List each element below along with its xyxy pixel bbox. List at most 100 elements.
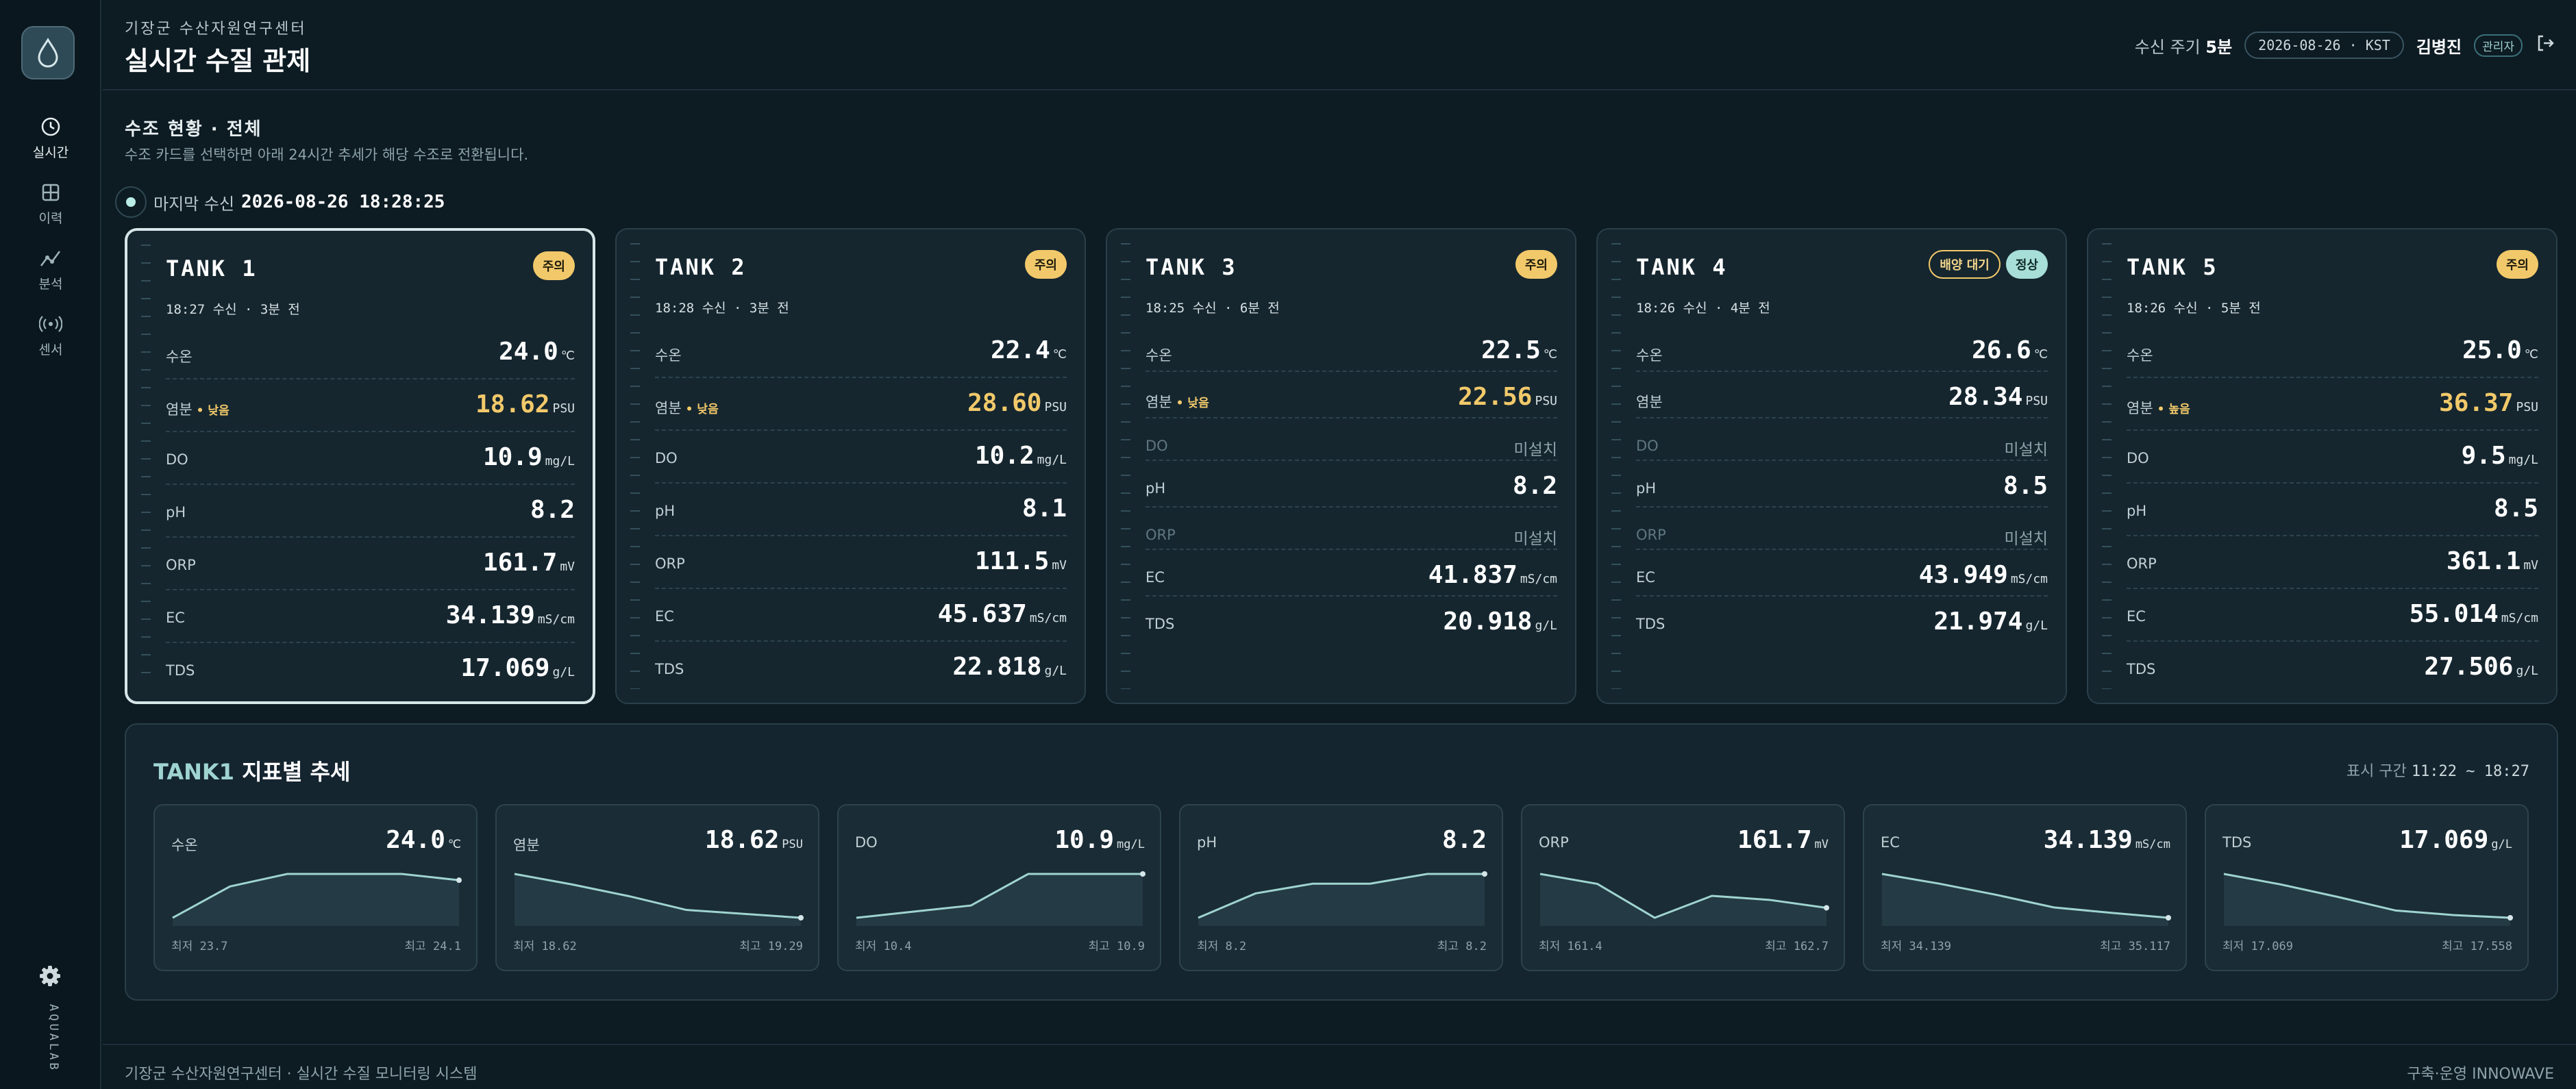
metric-value: 22.56 PSU	[1458, 383, 1557, 411]
sparkline-line	[172, 873, 460, 919]
metric-label-text: DO	[1636, 438, 1659, 454]
trend-min: 최저 18.62	[513, 940, 577, 953]
metric-value: 8.2	[530, 496, 575, 524]
trend-number: 17.069	[2399, 826, 2489, 854]
trend-card[interactable]: 수온 24.0 ℃ 최저 23.7 최고 24.1	[153, 804, 478, 971]
metric-unit: mS/cm	[1029, 611, 1067, 625]
sparkline-area	[1540, 874, 1826, 926]
logo[interactable]	[21, 26, 75, 79]
sparkline-area	[2224, 874, 2510, 926]
tank-card[interactable]: TANK 5 주의 18:26 수신 · 5분 전 수온 25.0 ℃ 염분 • 높음 36.3…	[2087, 228, 2558, 704]
metric-flag: • 낮음	[1176, 397, 1209, 410]
trend-card[interactable]: EC 34.139 mS/cm 최저 34.139 최고 35.117	[1863, 804, 2187, 971]
metric-label-text: 염분	[2127, 400, 2153, 416]
status-badges: 주의	[2496, 250, 2538, 279]
sidebar: 실시간 이력 분석 센서 AQUALAB	[0, 0, 101, 1089]
sidebar-item-label: 이력	[38, 211, 63, 226]
trend-panel: TANK1 지표별 추세 표시 구간 11:22 ~ 18:27 수온 24.0 ℃…	[125, 723, 2558, 1001]
metric-label-text: ORP	[1636, 527, 1666, 543]
metric-label: 염분 • 낮음	[1145, 391, 1209, 412]
status-badge: 주의	[2496, 250, 2538, 279]
metric-row: pH 8.5	[2127, 484, 2538, 536]
metric-value: 22.4 ℃	[991, 336, 1067, 364]
metric-label-text: EC	[2127, 608, 2146, 625]
metric-value: 55.014 mS/cm	[2410, 600, 2538, 628]
metric-flag: • 높음	[2157, 403, 2190, 416]
metric-number: 36.37	[2439, 389, 2514, 417]
trend-label: pH	[1197, 834, 1217, 851]
metric-label-text: 염분	[655, 400, 682, 416]
metric-na: 미설치	[2004, 441, 2048, 459]
sidebar-item-sensor[interactable]: 센서	[0, 314, 101, 358]
metric-value: 21.974 g/L	[1933, 608, 2048, 636]
metric-value: 24.0 ℃	[499, 338, 575, 366]
tank-card[interactable]: TANK 4 배양 대기 정상 18:26 수신 · 4분 전 수온 26.6 ℃ 염분 28.…	[1596, 228, 2067, 704]
metric-value: 361.1 mV	[2447, 547, 2538, 575]
metric-na: 미설치	[2004, 530, 2048, 548]
trend-card[interactable]: ORP 161.7 mV 최저 161.4 최고 162.7	[1521, 804, 1845, 971]
metric-label: 수온	[1145, 345, 1172, 365]
metric-unit: ℃	[2033, 347, 2048, 362]
metric-unit: g/L	[1535, 618, 1557, 633]
trend-unit: g/L	[2491, 838, 2512, 851]
sidebar-item-realtime[interactable]: 실시간	[0, 116, 101, 161]
sparkline-line	[856, 873, 1143, 919]
logout-button[interactable]	[2535, 33, 2555, 58]
trend-min: 최저 17.069	[2222, 940, 2293, 953]
metric-label: TDS	[1145, 616, 1174, 632]
sparkline	[2223, 873, 2513, 926]
trend-card[interactable]: pH 8.2 최저 8.2 최고 8.2	[1179, 804, 1503, 971]
sidebar-item-analysis[interactable]: 분석	[0, 248, 101, 292]
metric-label: TDS	[2127, 661, 2155, 677]
trend-label: ORP	[1539, 834, 1569, 851]
status-badge: 주의	[1515, 250, 1557, 279]
metric-unit: ℃	[560, 349, 575, 363]
trend-max: 최고 19.29	[739, 940, 803, 953]
tank-card[interactable]: TANK 2 주의 18:28 수신 · 3분 전 수온 22.4 ℃ 염분 • 낮음 28.6…	[615, 228, 1086, 704]
metric-value: 8.1	[1022, 495, 1067, 523]
sparkline	[856, 871, 1145, 926]
metric-number: 22.818	[952, 653, 1042, 681]
metric-value: 28.60 PSU	[967, 389, 1067, 417]
metric-value: 22.5 ℃	[1481, 336, 1557, 364]
sidebar-item-history[interactable]: 이력	[0, 182, 101, 227]
metric-unit: mS/cm	[2501, 611, 2538, 625]
metric-label-text: ORP	[2127, 555, 2157, 572]
trend-card[interactable]: 염분 18.62 PSU 최저 18.62 최고 19.29	[495, 804, 819, 971]
tank-card[interactable]: TANK 3 주의 18:25 수신 · 6분 전 수온 22.5 ℃ 염분 • 낮음 22.5…	[1106, 228, 1576, 704]
metric-row: EC 55.014 mS/cm	[2127, 589, 2538, 642]
trend-label: 수온	[171, 837, 198, 853]
metric-label-text: TDS	[1636, 616, 1665, 632]
settings-button[interactable]	[38, 964, 62, 990]
metric-value: 18.62 PSU	[475, 390, 575, 418]
trend-min: 최저 23.7	[171, 940, 228, 953]
metric-label-text: 수온	[2127, 347, 2153, 364]
metric-label: 수온	[655, 345, 682, 365]
metric-label: pH	[2127, 503, 2146, 519]
metric-number: 41.837	[1428, 561, 1518, 589]
trend-number: 24.0	[386, 826, 445, 854]
metric-row: ORP 361.1 mV	[2127, 536, 2538, 589]
tank-card[interactable]: TANK 1 주의 18:27 수신 · 3분 전 수온 24.0 ℃ 염분 • 낮음 18.6…	[125, 228, 595, 704]
sparkline-endpoint	[2166, 915, 2171, 921]
trend-title: TANK1 지표별 추세	[153, 755, 350, 786]
status-badges: 배양 대기 정상	[1929, 250, 2048, 279]
metric-value: 20.918 g/L	[1443, 608, 1557, 636]
metric-number: 43.949	[1918, 561, 2008, 589]
sparkline-area	[173, 874, 459, 926]
trend-number: 34.139	[2043, 826, 2133, 854]
metric-unit: ℃	[2524, 347, 2538, 362]
metric-label-text: DO	[166, 451, 188, 468]
trend-card[interactable]: TDS 17.069 g/L 최저 17.069 최고 17.558	[2205, 804, 2529, 971]
metric-unit: mV	[560, 560, 575, 574]
metric-number: 111.5	[974, 547, 1050, 575]
trend-value: 8.2	[1442, 826, 1487, 854]
metric-row: EC 34.139 mS/cm	[166, 590, 575, 643]
metric-number: 55.014	[2409, 600, 2499, 628]
gear-icon	[40, 966, 60, 986]
card-ruler	[630, 243, 640, 689]
trend-card[interactable]: DO 10.9 mg/L 최저 10.4 최고 10.9	[837, 804, 1161, 971]
metric-unit: mV	[2523, 558, 2538, 573]
metric-list: 수온 24.0 ℃ 염분 • 낮음 18.62 PSU DO 10.9 mg/L pH 8.2 ORP 1…	[166, 327, 575, 696]
trend-label: DO	[855, 834, 878, 851]
